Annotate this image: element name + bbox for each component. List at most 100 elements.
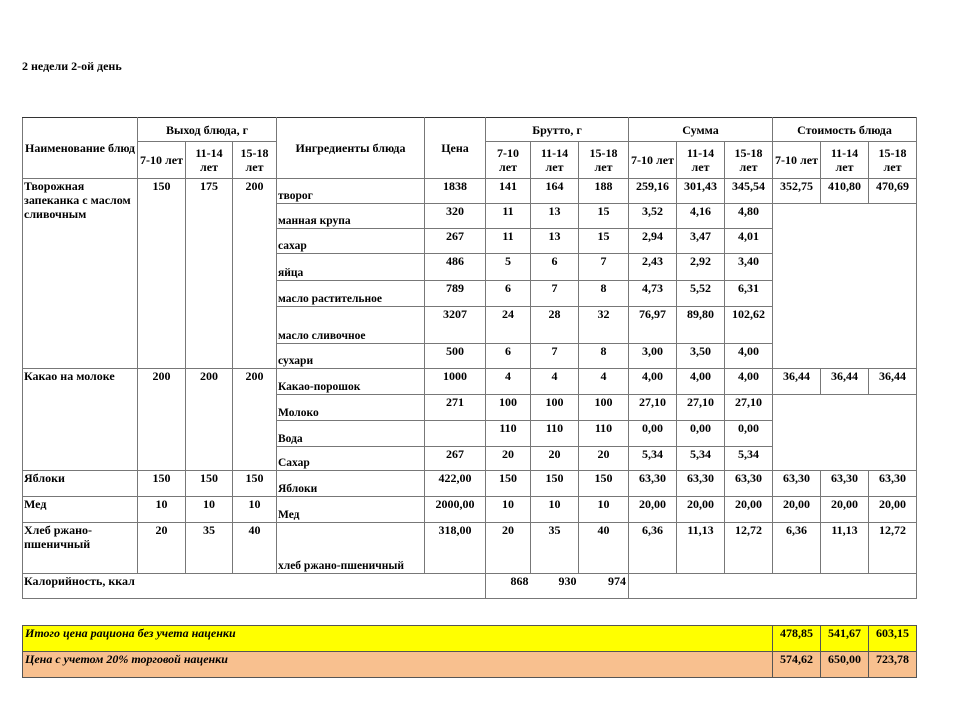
header-age: 7-10 лет [137, 141, 186, 179]
totals-table: Итого цена рациона без учета наценки 478,… [22, 625, 917, 678]
ingredient-sum: 4,00 [724, 343, 773, 369]
dish-cost: 36,44 [868, 368, 917, 395]
ingredient-sum: 4,00 [724, 368, 773, 395]
ingredient-sum: 345,54 [724, 178, 773, 204]
totals-value: 603,15 [868, 625, 917, 652]
header-price: Цена [424, 117, 486, 179]
ingredient-name: сухари [276, 343, 425, 369]
dish-name: Хлеб ржано-пшеничный [22, 522, 138, 574]
dish-cost: 36,44 [772, 368, 821, 395]
ingredient-sum: 20,00 [628, 496, 677, 523]
ingredient-sum: 2,43 [628, 253, 677, 281]
ingredient-sum: 3,52 [628, 203, 677, 229]
ingredient-price: 318,00 [424, 522, 486, 574]
ingredient-price: 789 [424, 280, 486, 307]
ingredient-price: 500 [424, 343, 486, 369]
dish-yield: 200 [185, 368, 233, 471]
dish-cost: 20,00 [820, 496, 869, 523]
ingredient-brutto: 11 [485, 203, 531, 229]
header-ingredients: Ингредиенты блюда [276, 117, 425, 179]
ingredient-brutto: 10 [530, 496, 579, 523]
ingredient-sum: 4,16 [676, 203, 725, 229]
ingredient-price: 1000 [424, 368, 486, 395]
ingredient-price [424, 420, 486, 447]
ingredient-sum: 3,40 [724, 253, 773, 281]
ingredient-brutto: 164 [530, 178, 579, 204]
dish-yield: 20 [137, 522, 186, 574]
totals-value: 574,62 [772, 651, 821, 678]
header-sum: Сумма [628, 117, 773, 142]
ingredient-sum: 63,30 [628, 470, 677, 497]
totals-row: Итого цена рациона без учета наценки 478,… [22, 625, 917, 652]
dish-yield: 150 [137, 470, 186, 497]
ingredient-sum: 3,00 [628, 343, 677, 369]
ingredient-sum: 4,00 [628, 368, 677, 395]
ingredient-sum: 4,73 [628, 280, 677, 307]
dish-cost: 410,80 [820, 178, 869, 204]
dish-yield: 200 [232, 368, 277, 471]
ingredient-name: масло растительное [276, 280, 425, 307]
ingredient-brutto: 141 [485, 178, 531, 204]
ingredient-brutto: 11 [485, 228, 531, 254]
ingredient-brutto: 150 [530, 470, 579, 497]
ingredient-name: масло сливочное [276, 306, 425, 344]
ingredient-brutto: 24 [485, 306, 531, 344]
table-row: Яблоки 150 150 150 Яблоки 422,00 150 150 150 63,3… [22, 470, 917, 497]
ingredient-brutto: 110 [485, 420, 531, 447]
dish-cost: 12,72 [868, 522, 917, 574]
ingredient-brutto: 100 [530, 394, 579, 421]
dish-yield: 35 [185, 522, 233, 574]
ingredient-price: 3207 [424, 306, 486, 344]
dish-cost-empty [772, 394, 917, 471]
table-row: Молоко 271 100 100 100 27,10 27,10 27,10 [23, 394, 917, 471]
dish-yield: 150 [232, 470, 277, 497]
ingredient-sum: 102,62 [724, 306, 773, 344]
ingredient-brutto: 150 [485, 470, 531, 497]
totals-value: 723,78 [868, 651, 917, 678]
ingredient-name: Сахар [276, 446, 425, 471]
header-age: 15-18 лет [724, 141, 773, 179]
dish-yield: 10 [232, 496, 277, 523]
ingredient-price: 271 [424, 394, 486, 421]
dish-cost: 6,36 [772, 522, 821, 574]
header-age: 7-10 лет [485, 141, 531, 179]
ingredient-name: Яблоки [276, 470, 425, 497]
ingredient-brutto: 188 [578, 178, 629, 204]
totals-row: Цена с учетом 20% торговой наценки 574,62… [22, 651, 917, 678]
dish-cost: 20,00 [868, 496, 917, 523]
dish-cost: 470,69 [868, 178, 917, 204]
ingredient-brutto: 15 [578, 228, 629, 254]
ingredient-sum: 0,00 [724, 420, 773, 447]
ingredient-name: творог [276, 178, 425, 204]
ingredient-sum: 12,72 [724, 522, 773, 574]
ingredient-sum: 0,00 [676, 420, 725, 447]
ingredient-price: 320 [424, 203, 486, 229]
dish-cost: 352,75 [772, 178, 821, 204]
header-age: 11-14 лет [185, 141, 233, 179]
table-row: манная крупа 320 11 13 15 3,52 4,16 4,80 [23, 203, 917, 369]
table-row: Творожная запеканка с маслом сливочным 15… [22, 178, 917, 369]
calories-value: 974 [578, 573, 629, 599]
ingredient-brutto: 13 [530, 203, 579, 229]
ingredient-brutto: 6 [485, 280, 531, 307]
ingredient-sum: 89,80 [676, 306, 725, 344]
ingredient-brutto: 20 [530, 446, 579, 471]
dish-name: Какао на молоке [22, 368, 138, 471]
dish-yield: 150 [185, 470, 233, 497]
page-title: 2 недели 2-ой день [22, 59, 122, 73]
ingredient-sum: 27,10 [724, 394, 773, 421]
dish-yield: 40 [232, 522, 277, 574]
totals-label: Итого цена рациона без учета наценки [22, 625, 773, 652]
ingredient-brutto: 10 [578, 496, 629, 523]
calories-empty [628, 573, 917, 599]
ingredient-brutto: 20 [578, 446, 629, 471]
calories-row: Калорийность, ккал 868 930 974 [22, 573, 917, 599]
header-age: 11-14 лет [676, 141, 725, 179]
header-yield: Выход блюда, г [137, 117, 277, 142]
ingredient-brutto: 28 [530, 306, 579, 344]
ingredient-sum: 5,52 [676, 280, 725, 307]
ingredient-brutto: 4 [530, 368, 579, 395]
ingredient-name: Вода [276, 420, 425, 447]
dish-yield: 150 [137, 178, 186, 369]
header-brutto: Брутто, г [485, 117, 629, 142]
